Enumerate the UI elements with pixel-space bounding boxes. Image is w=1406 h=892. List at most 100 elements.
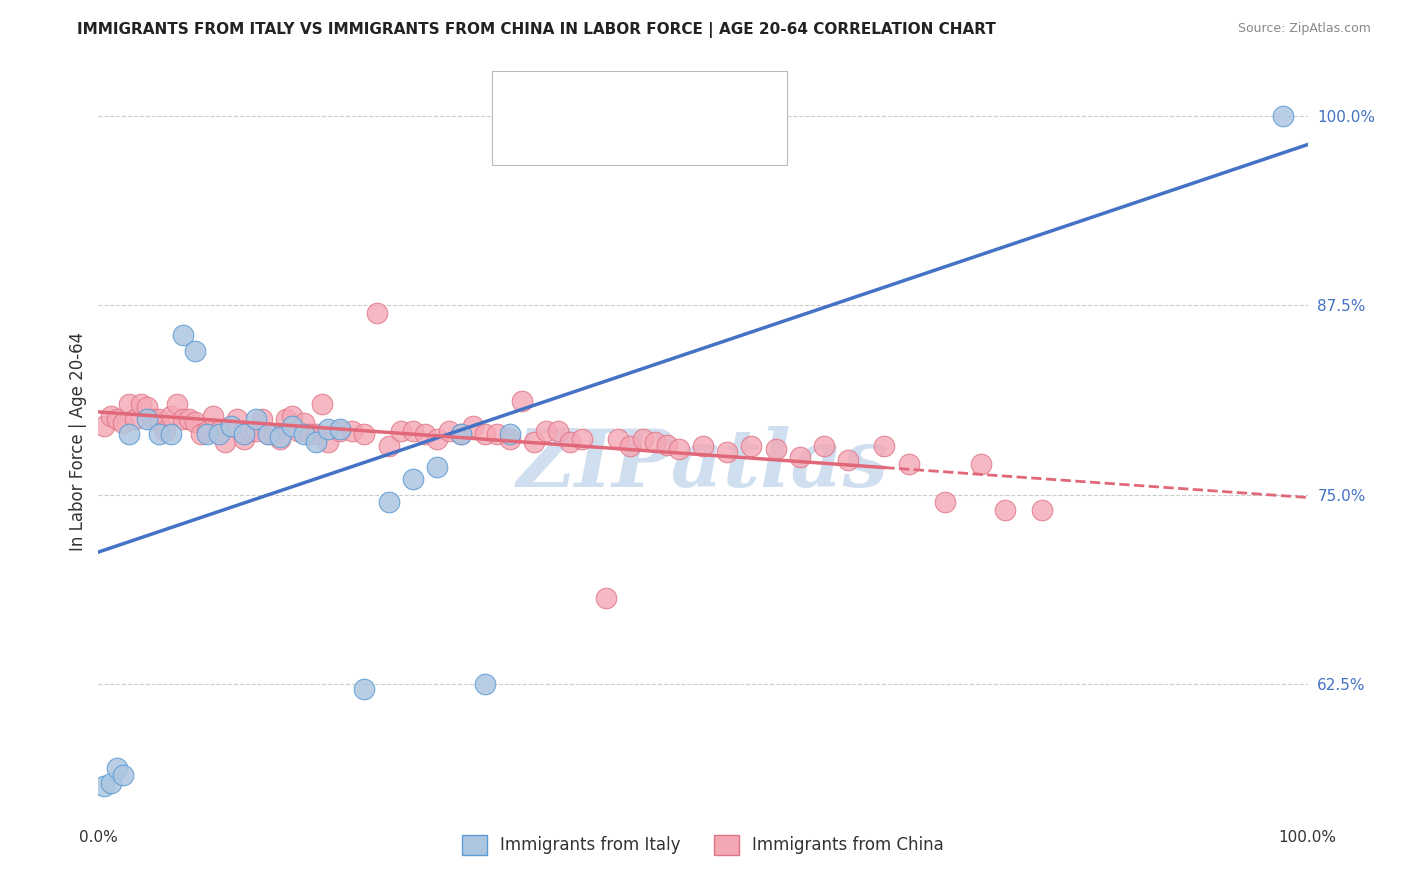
Point <box>486 426 509 441</box>
Point <box>329 422 352 436</box>
Point <box>184 415 207 429</box>
Point <box>558 434 581 449</box>
Text: R = -0.342   N =  81: R = -0.342 N = 81 <box>558 128 727 145</box>
Text: Source: ZipAtlas.com: Source: ZipAtlas.com <box>1237 22 1371 36</box>
Point <box>287 424 309 438</box>
Point <box>111 417 134 431</box>
Point <box>571 432 593 446</box>
Point <box>172 328 194 343</box>
Point <box>281 419 304 434</box>
Point <box>366 305 388 319</box>
Point <box>214 434 236 449</box>
Point <box>208 424 231 438</box>
Point <box>311 396 333 410</box>
Point <box>269 432 291 446</box>
Point <box>377 439 399 453</box>
Point <box>135 411 157 425</box>
Point <box>274 411 297 425</box>
Point <box>474 426 496 441</box>
Point <box>692 439 714 453</box>
Point <box>426 460 449 475</box>
Point <box>179 411 201 425</box>
Point <box>135 400 157 414</box>
Point <box>353 681 375 696</box>
Point <box>208 426 231 441</box>
Point <box>263 426 285 441</box>
Point <box>100 775 122 790</box>
Point <box>239 424 262 438</box>
Point <box>789 450 811 464</box>
Point <box>389 424 412 438</box>
Point <box>281 409 304 423</box>
Point <box>934 495 956 509</box>
Point <box>740 439 762 453</box>
Point <box>148 426 170 441</box>
Point <box>105 761 128 775</box>
Point <box>124 411 146 425</box>
Point <box>450 426 472 441</box>
Point <box>402 424 425 438</box>
Point <box>342 424 364 438</box>
Point <box>970 457 993 471</box>
Point <box>105 411 128 425</box>
Point <box>100 409 122 423</box>
Y-axis label: In Labor Force | Age 20-64: In Labor Force | Age 20-64 <box>69 332 87 551</box>
Point <box>897 457 920 471</box>
Point <box>160 426 183 441</box>
Point <box>595 591 617 605</box>
Point <box>256 426 278 441</box>
Point <box>172 411 194 425</box>
Point <box>245 411 267 425</box>
Point <box>232 432 254 446</box>
Point <box>195 426 218 441</box>
Point <box>299 426 322 441</box>
Point <box>93 779 115 793</box>
Text: IMMIGRANTS FROM ITALY VS IMMIGRANTS FROM CHINA IN LABOR FORCE | AGE 20-64 CORREL: IMMIGRANTS FROM ITALY VS IMMIGRANTS FROM… <box>77 22 997 38</box>
Point <box>316 422 339 436</box>
Point <box>510 393 533 408</box>
Point <box>292 417 315 431</box>
Point <box>1272 108 1295 122</box>
Point <box>619 439 641 453</box>
Text: R =  0.306   N = 30: R = 0.306 N = 30 <box>558 91 721 109</box>
Point <box>413 426 436 441</box>
Point <box>305 426 328 441</box>
Point <box>269 430 291 444</box>
Point <box>221 419 243 434</box>
Point <box>118 396 141 410</box>
Point <box>498 426 520 441</box>
Point <box>498 432 520 446</box>
Point <box>474 677 496 691</box>
Point <box>160 409 183 423</box>
Point <box>765 442 787 456</box>
Point <box>184 343 207 358</box>
Point <box>450 426 472 441</box>
Point <box>232 426 254 441</box>
Point <box>256 426 278 441</box>
Point <box>437 424 460 438</box>
Point <box>873 439 896 453</box>
Point <box>534 424 557 438</box>
Point <box>994 503 1017 517</box>
Point <box>153 424 176 438</box>
Point <box>142 411 165 425</box>
Point <box>644 434 666 449</box>
FancyBboxPatch shape <box>510 123 548 151</box>
Point <box>668 442 690 456</box>
Point <box>250 411 273 425</box>
Point <box>426 432 449 446</box>
Text: ZIPatlas: ZIPatlas <box>517 425 889 503</box>
Point <box>837 452 859 467</box>
Point <box>202 409 225 423</box>
Point <box>292 426 315 441</box>
Legend: Immigrants from Italy, Immigrants from China: Immigrants from Italy, Immigrants from C… <box>456 828 950 862</box>
Point <box>195 424 218 438</box>
Point <box>377 495 399 509</box>
Point <box>221 419 243 434</box>
FancyBboxPatch shape <box>510 86 548 113</box>
Point <box>353 426 375 441</box>
Point <box>329 424 352 438</box>
Point <box>631 432 654 446</box>
Point <box>523 434 546 449</box>
Point <box>226 411 249 425</box>
